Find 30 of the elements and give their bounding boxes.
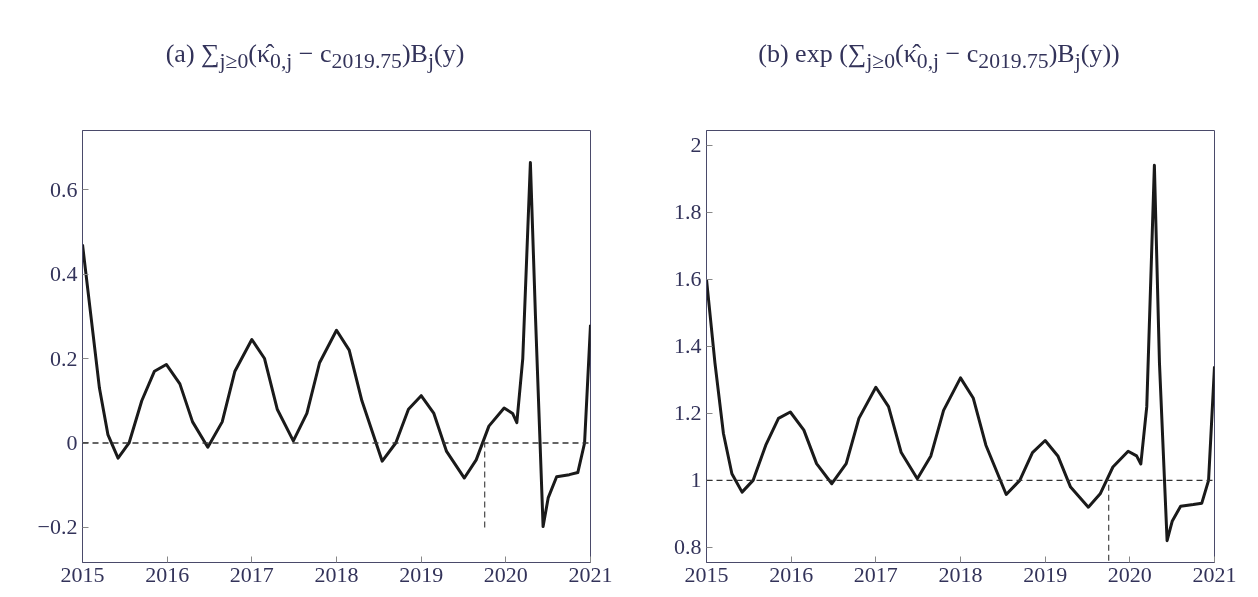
y-tick-label: 0.4	[50, 261, 78, 287]
y-tick-label: 0.6	[50, 176, 78, 202]
x-tick-label: 2021	[1192, 561, 1237, 587]
line-series	[706, 163, 1215, 543]
y-tick-label: 1	[690, 467, 702, 493]
x-tick-label: 2019	[399, 561, 444, 587]
x-tick-label: 2018	[938, 561, 983, 587]
y-tick-label: 0.8	[674, 534, 702, 560]
x-tick-label: 2017	[853, 561, 898, 587]
y-tick-label: 1.8	[674, 199, 702, 225]
x-tick-label: 2018	[314, 561, 359, 587]
x-tick-label: 2021	[568, 561, 613, 587]
chart-title: (a) ∑$_{j≥0}$(κ̂$_{0,j}$ − c$_{2019.75}$)B$_{j}$(y)	[165, 39, 465, 74]
x-tick-label: 2015	[60, 561, 105, 587]
line-series	[82, 161, 591, 529]
y-tick-label: 1.6	[674, 266, 702, 292]
x-tick-label: 2020	[483, 561, 528, 587]
x-tick-label: 2020	[1107, 561, 1152, 587]
x-tick-label: 2015	[684, 561, 729, 587]
x-tick-label: 2019	[1023, 561, 1068, 587]
y-tick-label: 1.2	[674, 400, 702, 426]
y-tick-label: −0.2	[37, 514, 78, 540]
y-tick-label: 0.2	[50, 345, 78, 371]
x-tick-label: 2016	[769, 561, 814, 587]
y-tick-label: 0	[66, 429, 78, 455]
x-tick-label: 2017	[229, 561, 274, 587]
chart-title: (b) exp (∑$_{j≥0}$(κ̂$_{0,j}$ − c$_{2019.75}$)B$_{j}$(y))	[758, 39, 1120, 74]
y-tick-label: 2	[690, 132, 702, 158]
y-tick-label: 1.4	[674, 333, 702, 359]
x-tick-label: 2016	[145, 561, 190, 587]
